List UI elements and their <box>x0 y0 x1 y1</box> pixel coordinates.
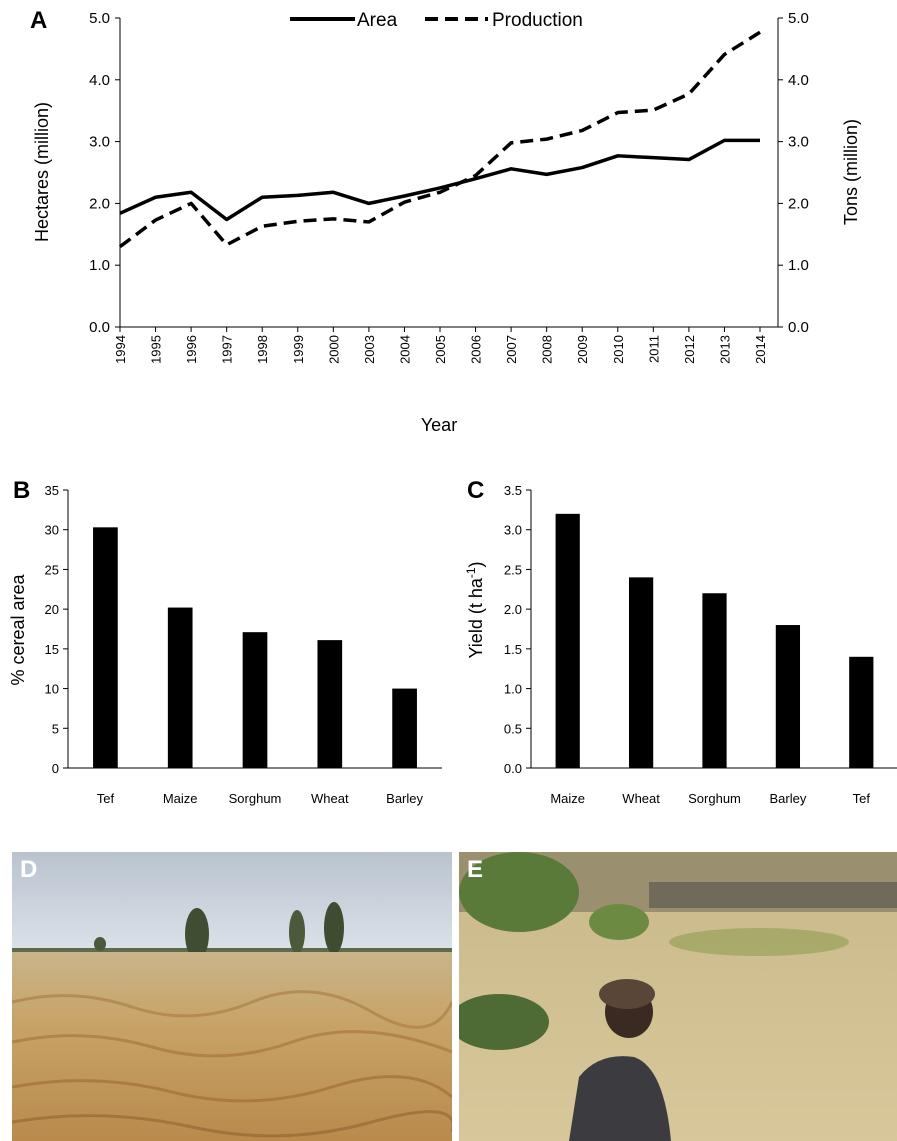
chart-a-x-tick-label: 2012 <box>682 335 697 364</box>
chart-c-ylabel: Yield (t ha-1) <box>464 561 486 658</box>
chart-b-y-tick-label: 20 <box>45 602 59 617</box>
chart-b-x-tick-label: Tef <box>97 791 115 806</box>
chart-c-bar-sorghum <box>702 593 727 768</box>
chart-a-left-tick-label: 4.0 <box>89 72 110 89</box>
chart-c-x-tick-label: Wheat <box>622 791 660 806</box>
chart-b-bar-tef <box>93 527 118 768</box>
bar-chart-yield: C 0.0 0.5 1.0 1.5 2.0 2.5 3.0 3.5 Maize Wheat Sorg… <box>464 477 897 806</box>
chart-a-right-tick-label: 5.0 <box>788 10 809 27</box>
series-line-area <box>119 138 760 222</box>
series-line-production <box>118 30 761 249</box>
chart-b-ylabel: % cereal area <box>8 573 28 685</box>
chart-a-x-tick-label: 1998 <box>255 335 270 364</box>
chart-a-right-tick-label: 2.0 <box>788 195 809 212</box>
bar-chart-cereal-area: B 0 5 10 15 20 25 30 35 Tef Maize Sorghum Wheat Barl… <box>8 477 442 806</box>
chart-c-y-tick-label: 3.0 <box>504 523 522 538</box>
chart-c-y-tick-label: 0.0 <box>504 761 522 776</box>
chart-a-right-tick-label: 0.0 <box>788 319 809 336</box>
chart-a-ylabel-right: Tons (million) <box>841 119 861 225</box>
chart-b-x-tick-label: Maize <box>163 791 198 806</box>
panel-label-b: B <box>13 477 30 504</box>
chart-a-ylabel-left: Hectares (million) <box>32 102 52 242</box>
chart-c-bar-tef <box>849 656 874 768</box>
chart-b-y-tick-label: 30 <box>45 523 59 538</box>
chart-a-x-tick-label: 1999 <box>291 335 306 364</box>
chart-c-x-tick-label: Barley <box>769 791 806 806</box>
chart-a-xlabel: Year <box>421 415 457 435</box>
photo-farmer-in-field: E <box>459 852 897 1141</box>
chart-a-left-tick-label: 3.0 <box>89 134 110 151</box>
chart-a-axes: 0.0 0.0 1.0 1.0 2.0 2.0 3.0 3.0 4.0 4.0 5.0 5.0 1994… <box>89 10 809 364</box>
chart-a-x-tick-label: 2005 <box>433 335 448 364</box>
chart-a-x-tick-label: 1996 <box>184 335 199 364</box>
chart-a-x-tick-label: 2003 <box>362 335 377 364</box>
chart-a-right-tick-label: 4.0 <box>788 72 809 89</box>
chart-a-x-tick-label: 1995 <box>149 335 164 364</box>
panel-label-a: A <box>30 7 47 34</box>
chart-c-bar-barley <box>775 625 801 768</box>
chart-a-x-tick-label: 2000 <box>326 335 341 364</box>
chart-b-bars <box>93 527 417 768</box>
chart-c-x-tick-label: Sorghum <box>688 791 741 806</box>
chart-a-x-tick-label: 1997 <box>220 335 235 364</box>
chart-a-right-tick-label: 3.0 <box>788 134 809 151</box>
chart-c-y-tick-label: 2.5 <box>504 562 522 577</box>
chart-a-x-tick-label: 2006 <box>469 335 484 364</box>
panel-label-c: C <box>467 477 484 504</box>
chart-b-y-tick-label: 35 <box>45 483 59 498</box>
chart-a-x-tick-label: 2009 <box>575 335 590 364</box>
chart-c-y-tick-label: 1.5 <box>504 642 522 657</box>
chart-a-x-tick-label: 2004 <box>397 335 412 364</box>
chart-b-y-tick-label: 5 <box>52 721 59 736</box>
chart-c-y-tick-label: 2.0 <box>504 602 522 617</box>
chart-a-x-tick-label: 2010 <box>611 335 626 364</box>
line-chart-area-production: A 0.0 0.0 1.0 1.0 2.0 2.0 3.0 3.0 4.0 4.0 5.0 5.0 19… <box>30 7 861 435</box>
chart-b-bar-barley <box>392 688 417 768</box>
chart-c-bar-wheat <box>628 577 654 768</box>
chart-c-x-tick-label: Tef <box>853 791 871 806</box>
chart-b-bar-sorghum <box>242 632 268 768</box>
chart-c-y-tick-label: 0.5 <box>504 721 522 736</box>
chart-a-left-tick-label: 2.0 <box>89 195 110 212</box>
chart-c-bars <box>555 513 874 768</box>
chart-b-bar-wheat <box>317 640 343 768</box>
chart-a-legend: Area Production <box>290 10 583 31</box>
chart-a-right-tick-label: 1.0 <box>788 257 809 274</box>
chart-b-y-tick-label: 10 <box>45 682 59 697</box>
chart-a-series <box>118 30 761 249</box>
chart-a-x-tick-label: 2008 <box>540 335 555 364</box>
chart-b-x-tick-label: Wheat <box>311 791 349 806</box>
chart-a-x-tick-label: 2011 <box>646 335 661 363</box>
chart-a-x-tick-label: 1994 <box>113 335 128 364</box>
chart-b-x-tick-label: Sorghum <box>229 791 282 806</box>
chart-c-y-tick-label: 1.0 <box>504 682 522 697</box>
chart-c-x-tick-label: Maize <box>550 791 585 806</box>
chart-c-y-tick-label: 3.5 <box>504 483 522 498</box>
chart-a-left-tick-label: 1.0 <box>89 257 110 274</box>
chart-a-x-tick-label: 2007 <box>504 335 519 364</box>
chart-a-left-tick-label: 5.0 <box>89 10 110 27</box>
chart-b-y-tick-label: 25 <box>45 562 59 577</box>
chart-c-bar-maize <box>555 513 580 768</box>
panel-label-d: D <box>20 856 38 883</box>
chart-b-bar-maize <box>167 607 193 768</box>
chart-a-x-tick-label: 2013 <box>717 335 732 364</box>
chart-a-left-tick-label: 0.0 <box>89 319 110 336</box>
chart-a-x-tick-label: 2014 <box>753 335 768 364</box>
chart-b-y-tick-label: 15 <box>45 642 59 657</box>
legend-area-label: Area <box>357 10 398 31</box>
panel-label-e: E <box>467 856 484 883</box>
chart-b-y-tick-label: 0 <box>52 761 59 776</box>
chart-b-x-tick-label: Barley <box>386 791 423 806</box>
photo-tef-field: D <box>12 852 452 1141</box>
legend-production-label: Production <box>492 10 583 31</box>
